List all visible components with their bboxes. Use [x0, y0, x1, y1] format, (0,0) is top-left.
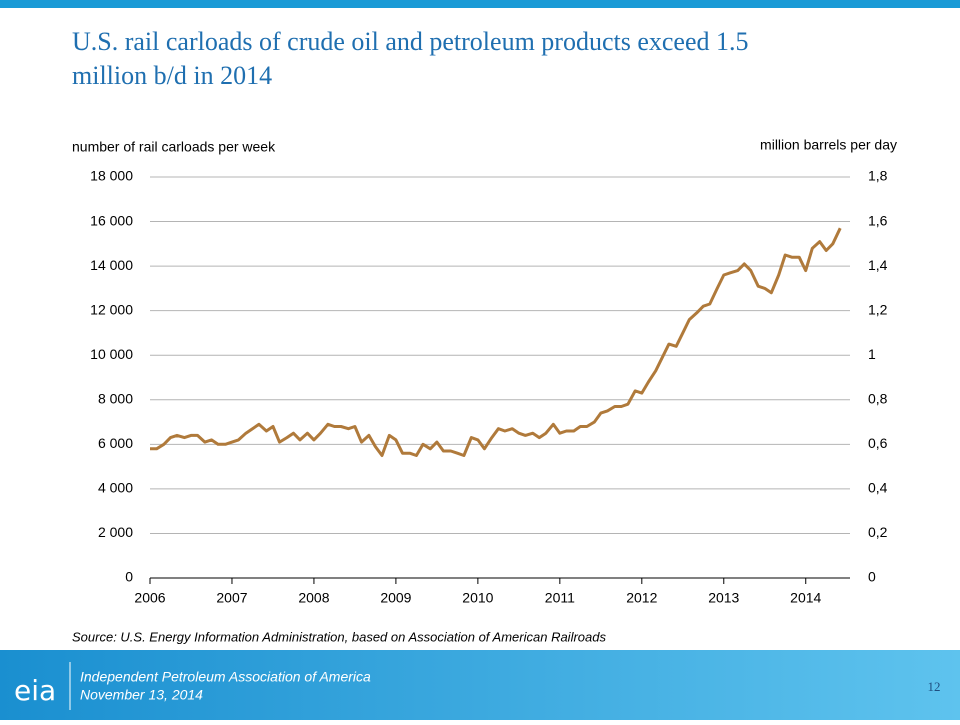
x-tick-label: 2006: [134, 590, 165, 606]
y-tick-label: 6 000: [98, 435, 133, 451]
y-tick-label: 14 000: [90, 257, 133, 273]
y-tick-label: 4 000: [98, 480, 133, 496]
x-tick-label: 2007: [216, 590, 247, 606]
y2-tick-label: 0,6: [868, 435, 888, 451]
x-tick-label: 2014: [790, 590, 821, 606]
y2-tick-label: 0: [868, 569, 876, 585]
footer-date: November 13, 2014: [80, 687, 203, 703]
data-line: [150, 227, 842, 457]
x-tick-label: 2013: [708, 590, 739, 606]
y-axis-title: number of rail carloads per week: [72, 139, 276, 155]
top-bar: [0, 0, 960, 8]
y2-tick-label: 1,4: [868, 257, 888, 273]
y-tick-label: 10 000: [90, 346, 133, 362]
page-number: 12: [928, 679, 941, 694]
y-tick-label: 16 000: [90, 212, 133, 228]
x-tick-label: 2012: [626, 590, 657, 606]
footer-band: [0, 650, 960, 720]
y2-tick-label: 1,2: [868, 301, 888, 317]
title-line-1: U.S. rail carloads of crude oil and petr…: [72, 27, 749, 90]
y2-tick-label: 0,2: [868, 524, 888, 540]
y2-tick-label: 1: [868, 346, 876, 362]
y2-tick-label: 0,8: [868, 390, 888, 406]
y-tick-label: 8 000: [98, 390, 133, 406]
y-tick-label: 12 000: [90, 301, 133, 317]
x-tick-label: 2011: [545, 590, 575, 606]
x-tick-label: 2009: [380, 590, 411, 606]
y2-tick-label: 0,4: [868, 480, 888, 496]
y-tick-label: 2 000: [98, 524, 133, 540]
y-tick-label: 0: [125, 569, 133, 585]
y2-tick-label: 1,8: [868, 168, 888, 184]
x-tick-label: 2008: [298, 590, 329, 606]
logo: eia: [14, 674, 56, 707]
y2-tick-label: 1,6: [868, 212, 888, 228]
y2-axis-title: million barrels per day: [760, 137, 897, 153]
footer-organization: Independent Petroleum Association of Ame…: [80, 669, 371, 685]
y-tick-label: 18 000: [90, 168, 133, 184]
source: Source: U.S. Energy Information Administ…: [72, 629, 606, 644]
x-tick-label: 2010: [462, 590, 493, 606]
